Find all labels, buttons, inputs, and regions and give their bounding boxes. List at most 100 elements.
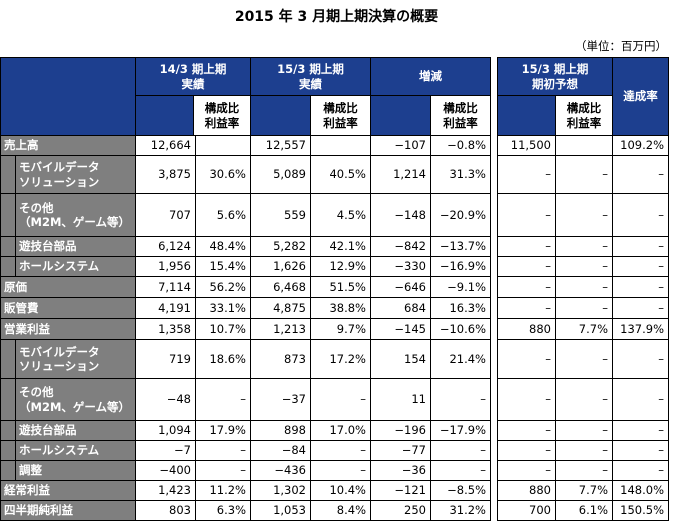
value-cell: 719 [135, 339, 196, 379]
value-text: 33.1% [209, 300, 246, 315]
value-text: – [240, 392, 246, 407]
value-text: 9.7% [336, 321, 366, 336]
sub-header-line: 利益率 [204, 115, 240, 130]
value-cell: – [497, 460, 556, 481]
value-text: – [240, 463, 246, 478]
value-cell: – [612, 440, 669, 461]
value-text: −16.9% [439, 259, 486, 274]
value-cell: 38.8% [310, 297, 371, 319]
value-text: 250 [404, 503, 426, 518]
header-blank [135, 95, 194, 136]
value-text: – [480, 392, 486, 407]
indent-strip [0, 193, 16, 237]
value-cell: 7.7% [555, 318, 613, 340]
row-label: モバイルデータ ソリューション [15, 339, 136, 379]
value-text: 5.6% [216, 207, 246, 222]
row-label-line: 営業利益 [4, 321, 50, 336]
indent-strip [0, 155, 16, 194]
value-text: −646 [394, 279, 426, 294]
group-header-line: 15/3 期上期 [521, 62, 589, 77]
value-cell: −330 [370, 256, 431, 277]
value-cell: 1,956 [135, 256, 196, 277]
value-text: 684 [404, 300, 426, 315]
sub-header-line: 構成比 [204, 101, 240, 116]
value-cell: – [497, 256, 556, 277]
value-text: – [658, 300, 664, 315]
value-cell: 1,302 [250, 480, 311, 501]
value-cell: −107 [370, 135, 431, 156]
row-label: 調整 [15, 460, 136, 481]
value-text: – [658, 423, 664, 438]
value-text: 30.6% [209, 167, 246, 182]
value-cell: 15.4% [195, 256, 251, 277]
row-label-line: ソリューション [19, 174, 100, 189]
value-cell: 1,094 [135, 420, 196, 441]
value-text: – [545, 279, 551, 294]
value-cell: 11,500 [497, 135, 556, 156]
value-text: 51.5% [329, 279, 366, 294]
value-cell: 898 [250, 420, 311, 441]
value-text: −7 [174, 443, 191, 458]
value-cell: – [430, 440, 491, 461]
value-text: 880 [529, 321, 551, 336]
value-text: −48 [166, 392, 191, 407]
row-label: 営業利益 [0, 318, 136, 340]
value-cell: 17.2% [310, 339, 371, 379]
value-text: −0.8% [447, 138, 486, 153]
value-text: – [602, 239, 608, 254]
value-text: 1,302 [273, 483, 306, 498]
value-cell: 42.1% [310, 236, 371, 257]
value-text: – [658, 207, 664, 222]
achievement-header-line: 達成率 [623, 89, 658, 104]
header-blank [497, 95, 556, 136]
value-cell: −145 [370, 318, 431, 340]
value-text: 4,875 [273, 300, 306, 315]
value-cell: 6.1% [555, 500, 613, 521]
value-cell: −646 [370, 276, 431, 298]
value-text: 5,089 [273, 167, 306, 182]
value-cell: 33.1% [195, 297, 251, 319]
value-text: −9.1% [447, 279, 486, 294]
row-label-line: 調整 [19, 463, 42, 478]
value-cell: −0.8% [430, 135, 491, 156]
value-cell: – [555, 460, 613, 481]
value-cell: −36 [370, 460, 431, 481]
value-text: – [545, 239, 551, 254]
group-header-line: 実績 [181, 76, 205, 91]
value-cell: 10.7% [195, 318, 251, 340]
value-text: −77 [401, 443, 426, 458]
value-cell: – [310, 460, 371, 481]
value-text: 56.2% [209, 279, 246, 294]
value-cell: 12,664 [135, 135, 196, 156]
value-cell: – [497, 297, 556, 319]
value-text: – [658, 239, 664, 254]
value-cell: – [612, 420, 669, 441]
value-cell: 707 [135, 193, 196, 237]
value-text: 15.4% [209, 259, 246, 274]
row-label-line: （M2M、ゲーム等） [19, 399, 131, 414]
sub-header-line: 利益率 [443, 115, 478, 130]
value-text: 559 [284, 207, 306, 222]
value-text: −10.6% [439, 321, 486, 336]
sub-header-line: 構成比 [323, 101, 358, 116]
value-cell: – [612, 193, 669, 237]
value-text: 7,114 [158, 279, 191, 294]
value-cell: 11 [370, 378, 431, 421]
value-text: 6,124 [158, 239, 191, 254]
value-text: −8.5% [447, 483, 486, 498]
value-cell: 8.4% [310, 500, 371, 521]
value-cell: 250 [370, 500, 431, 521]
value-cell: 7.7% [555, 480, 613, 501]
row-label: 四半期純利益 [0, 500, 136, 521]
row-label: ホールシステム [15, 440, 136, 461]
value-text: 700 [529, 503, 551, 518]
row-label: 遊技台部品 [15, 236, 136, 257]
value-text: 1,423 [158, 483, 191, 498]
value-text: 10.7% [209, 321, 246, 336]
value-cell: – [497, 378, 556, 421]
value-cell: 880 [497, 318, 556, 340]
row-label: ホールシステム [15, 256, 136, 277]
unit-note: （単位：百万円） [575, 39, 667, 53]
value-cell: – [555, 420, 613, 441]
value-cell: 148.0% [612, 480, 669, 501]
